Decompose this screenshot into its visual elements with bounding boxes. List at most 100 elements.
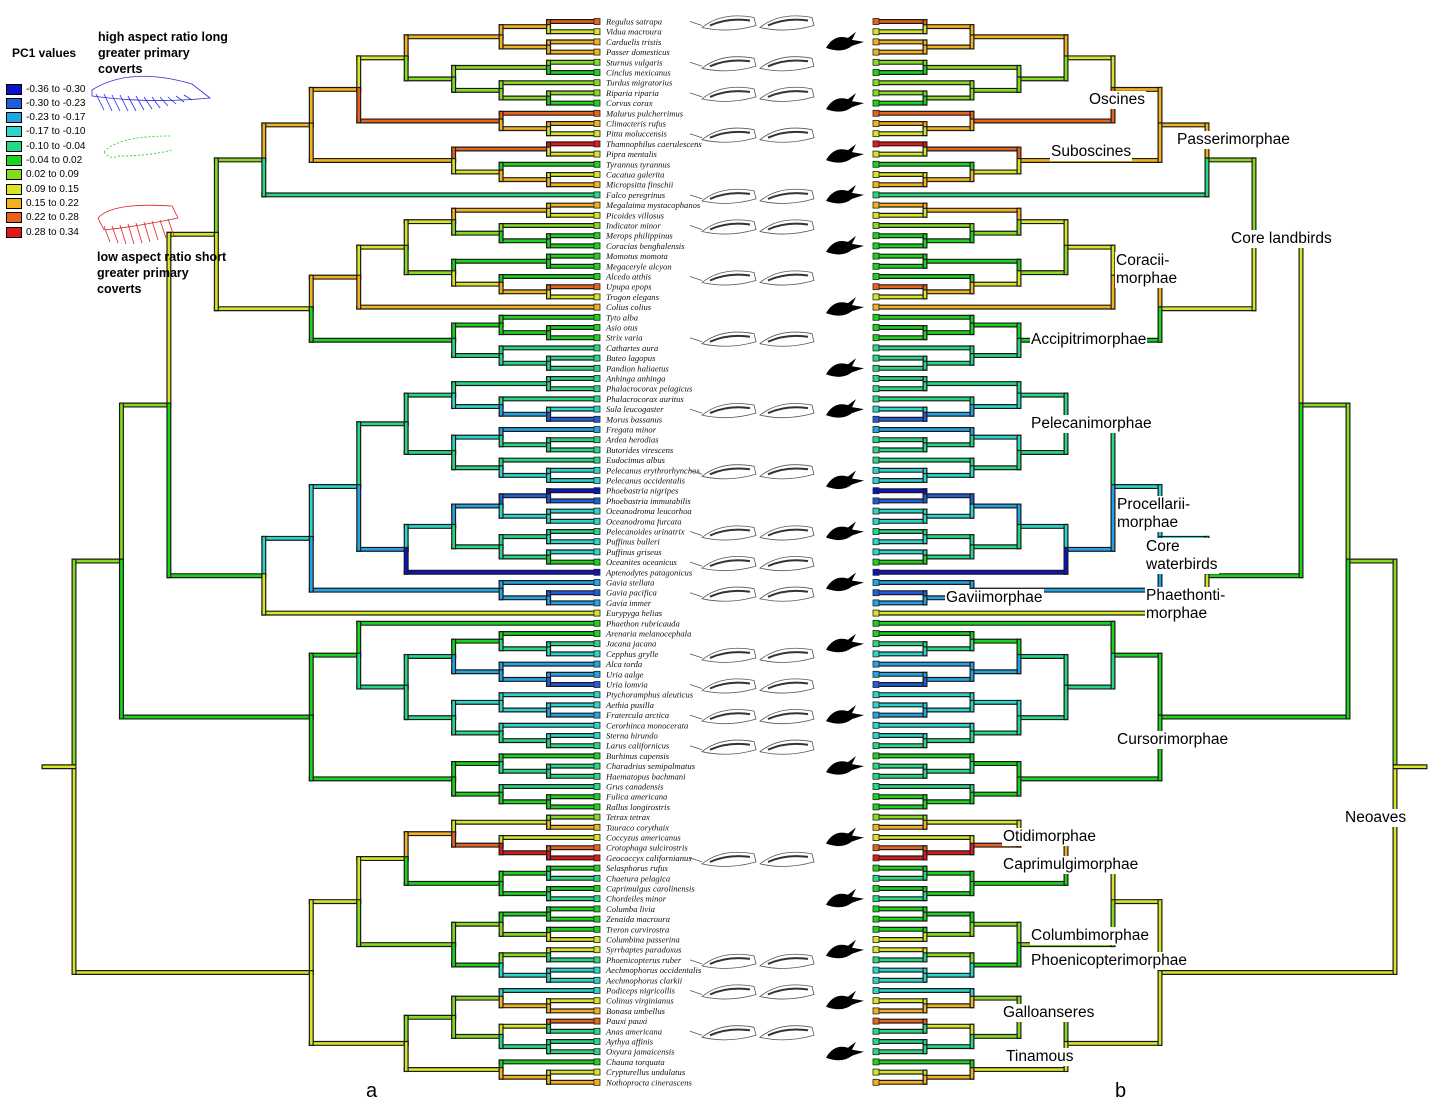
tip-box xyxy=(593,701,601,709)
legend-swatch xyxy=(6,169,22,181)
tip-box xyxy=(593,201,601,209)
tip-box xyxy=(872,864,880,872)
tip-box xyxy=(872,28,880,36)
taxon-name: Sturnus vulgaris xyxy=(606,57,663,67)
bird-silhouette-icon xyxy=(826,888,864,908)
taxon-name: Chordeiles minor xyxy=(606,894,667,904)
tip-box xyxy=(872,793,880,801)
taxon-name: Aechmophorus clarkii xyxy=(605,975,683,985)
tip-box xyxy=(593,283,601,291)
wing-outline-drawing xyxy=(689,464,815,480)
tip-box xyxy=(872,925,880,933)
tip-box xyxy=(593,997,601,1005)
tip-box xyxy=(593,915,601,923)
taxon-name: Oceanites oceanicus xyxy=(606,557,678,567)
taxon-name: Pelecanus erythrorhynchos xyxy=(605,465,700,475)
wing-outline-drawing xyxy=(689,647,815,663)
taxon-name: Fratercula arctica xyxy=(605,710,669,720)
tip-box xyxy=(872,528,880,535)
taxon-name: Malurus pulcherrimus xyxy=(605,108,684,118)
taxon-name: Ptychoramphus aleuticus xyxy=(605,690,694,700)
taxon-name: Tetrax tetrax xyxy=(606,812,650,822)
taxon-name: Phoebastria immutabilis xyxy=(605,496,691,506)
bird-silhouette-icon xyxy=(826,990,864,1010)
tip-box xyxy=(593,762,601,770)
tip-box xyxy=(593,548,601,556)
taxon-name: Columbina passerina xyxy=(606,935,680,945)
taxon-name: Alcedo atthis xyxy=(605,272,652,282)
clade-core-landbirds: Core landbirds xyxy=(1230,230,1333,248)
legend-swatch xyxy=(6,112,22,124)
tip-box xyxy=(593,1078,601,1086)
wing-outline-drawing xyxy=(689,86,815,102)
taxon-name: Falco peregrinus xyxy=(605,190,666,200)
bird-silhouette-icon xyxy=(826,633,864,653)
tip-box xyxy=(872,313,880,321)
tip-box xyxy=(872,895,880,903)
wing-outline-drawing xyxy=(689,15,815,31)
tip-box xyxy=(593,252,601,260)
tip-box xyxy=(872,517,880,525)
tip-box xyxy=(872,915,880,923)
clade-phaethontimorphae: Phaethonti- morphae xyxy=(1145,587,1227,623)
tip-box xyxy=(872,823,880,831)
tip-box xyxy=(872,589,880,597)
tip-box xyxy=(872,783,880,790)
tip-box xyxy=(872,813,880,821)
tip-box xyxy=(593,956,601,964)
tip-box xyxy=(872,69,880,76)
tip-box xyxy=(872,732,880,739)
tip-box xyxy=(593,324,601,331)
tip-box xyxy=(872,548,880,556)
taxon-name: Pelecanoides urinatrix xyxy=(605,527,685,537)
tip-box xyxy=(593,660,601,668)
taxon-name: Arenaria melanocephala xyxy=(605,629,691,639)
tip-box xyxy=(872,966,880,974)
tip-box xyxy=(872,466,880,474)
taxon-name: Oceanodroma furcata xyxy=(606,516,682,526)
bird-silhouette-icon xyxy=(826,399,864,418)
taxon-name: Selasphorus rufus xyxy=(606,863,668,873)
bird-silhouette-icon xyxy=(826,297,864,316)
tip-box xyxy=(872,956,880,964)
tip-box xyxy=(593,885,601,892)
tree-panel-b xyxy=(875,19,1428,1085)
clade-caprimulgimorphae: Caprimulgimorphae xyxy=(1002,856,1140,874)
legend-swatch xyxy=(6,126,22,138)
taxon-name: Aptenodytes patagonicus xyxy=(605,567,693,577)
tip-box xyxy=(872,721,880,729)
tip-box xyxy=(872,609,880,617)
tree-panel-a xyxy=(41,19,599,1085)
taxon-name: Phaethon rubricauda xyxy=(605,618,680,628)
bird-silhouette-icon xyxy=(826,470,864,490)
clade-phoenicopterimorphae: Phoenicopterimorphae xyxy=(1030,952,1188,970)
bird-silhouette-icon xyxy=(826,705,864,724)
tip-box xyxy=(872,507,880,515)
legend-row: 0.28 to 0.34 xyxy=(6,226,79,238)
legend-row: -0.23 to -0.17 xyxy=(6,112,85,124)
clade-columbimorphae: Columbimorphae xyxy=(1030,927,1151,945)
clade-gaviimorphae: Gaviimorphae xyxy=(945,589,1044,607)
tip-box xyxy=(593,344,601,352)
tip-box xyxy=(593,69,601,76)
taxon-name: Rallus longirostris xyxy=(605,802,671,812)
tip-box xyxy=(593,793,601,801)
tip-box xyxy=(872,711,880,719)
high-aspect-wing-icon xyxy=(91,75,212,112)
taxon-name: Colius colius xyxy=(606,302,652,312)
tip-box xyxy=(872,650,880,658)
bird-silhouette-icon xyxy=(826,1041,864,1061)
tip-box xyxy=(593,742,601,750)
taxon-name: Crotophaga sulcirostris xyxy=(606,843,688,853)
taxon-name: Riparia riparia xyxy=(605,88,659,98)
tip-box xyxy=(593,650,601,658)
tip-box xyxy=(593,181,601,189)
tip-box xyxy=(872,834,880,841)
taxon-name: Aythya affinis xyxy=(605,1037,654,1047)
tip-box xyxy=(593,558,601,566)
bird-silhouette-icon xyxy=(826,184,864,204)
tip-box xyxy=(593,436,601,444)
taxon-name: Zenaida macroura xyxy=(606,914,670,924)
tip-box xyxy=(593,211,601,219)
